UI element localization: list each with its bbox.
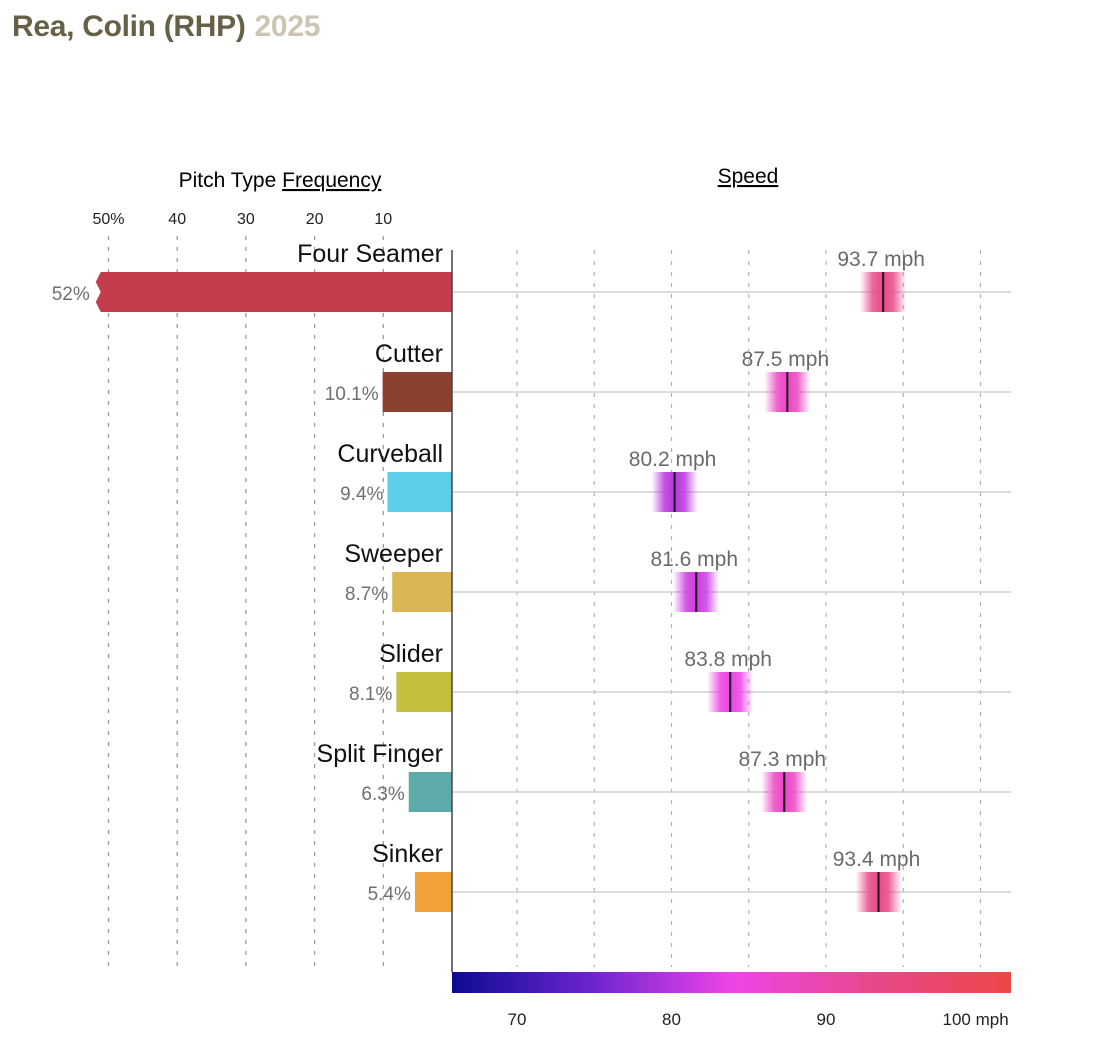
pitch-name: Slider	[379, 640, 443, 668]
pitch-row: Curveball 9.4% 80.2 mph	[337, 440, 1011, 512]
frequency-label: 6.3%	[361, 784, 404, 805]
frequency-sort-link[interactable]: Frequency	[282, 169, 382, 192]
speed-color-scale	[452, 972, 1011, 993]
frequency-label: 8.1%	[349, 684, 392, 705]
frequency-tick-label: 30	[237, 211, 255, 228]
frequency-bar	[408, 772, 452, 812]
frequency-bar	[414, 872, 452, 912]
speed-label: 87.5 mph	[742, 348, 830, 371]
pitch-row: Sinker 5.4% 93.4 mph	[368, 840, 1011, 912]
frequency-label: 8.7%	[345, 584, 388, 605]
frequency-bar	[382, 372, 452, 412]
frequency-label: 5.4%	[368, 884, 411, 905]
frequency-label: 9.4%	[340, 484, 383, 505]
frequency-header-prefix: Pitch Type	[179, 169, 283, 192]
pitch-name: Four Seamer	[297, 240, 443, 268]
frequency-tick-label: 50%	[92, 211, 124, 228]
speed-label: 87.3 mph	[739, 748, 827, 771]
pitch-name: Curveball	[337, 440, 443, 468]
speed-tick-label: 100 mph	[943, 1010, 1009, 1029]
speed-label: 81.6 mph	[650, 548, 738, 571]
season-year: 2025	[254, 10, 321, 43]
pitch-name: Cutter	[375, 340, 443, 368]
pitch-row: Four Seamer 52% 93.7 mph	[52, 240, 1011, 312]
frequency-bar	[392, 572, 452, 612]
speed-tick-label: 70	[508, 1010, 527, 1029]
pitch-name: Split Finger	[317, 740, 443, 768]
pitch-row: Split Finger 6.3% 87.3 mph	[317, 740, 1011, 812]
pitch-row: Sweeper 8.7% 81.6 mph	[344, 540, 1011, 612]
speed-tick-label: 80	[662, 1010, 681, 1029]
frequency-tick-label: 20	[306, 211, 324, 228]
pitch-row: Slider 8.1% 83.8 mph	[349, 640, 1011, 712]
speed-header[interactable]: Speed	[718, 165, 779, 188]
frequency-header: Pitch Type Frequency	[179, 169, 382, 192]
frequency-label: 10.1%	[325, 384, 379, 405]
speed-label: 80.2 mph	[629, 448, 717, 471]
speed-label: 93.4 mph	[833, 848, 921, 871]
frequency-label: 52%	[52, 284, 90, 305]
pitch-name: Sweeper	[344, 540, 443, 568]
pitch-row: Cutter 10.1% 87.5 mph	[325, 340, 1011, 412]
frequency-bar	[387, 472, 452, 512]
frequency-tick-label: 40	[168, 211, 186, 228]
frequency-tick-label: 10	[374, 211, 392, 228]
pitch-name: Sinker	[372, 840, 443, 868]
speed-label: 83.8 mph	[684, 648, 772, 671]
frequency-bar	[95, 272, 452, 312]
frequency-bar	[396, 672, 452, 712]
speed-tick-label: 90	[817, 1010, 836, 1029]
page-title: Rea, Colin (RHP) 2025	[12, 10, 320, 44]
speed-label: 93.7 mph	[837, 248, 925, 271]
player-name: Rea, Colin (RHP)	[12, 10, 246, 43]
